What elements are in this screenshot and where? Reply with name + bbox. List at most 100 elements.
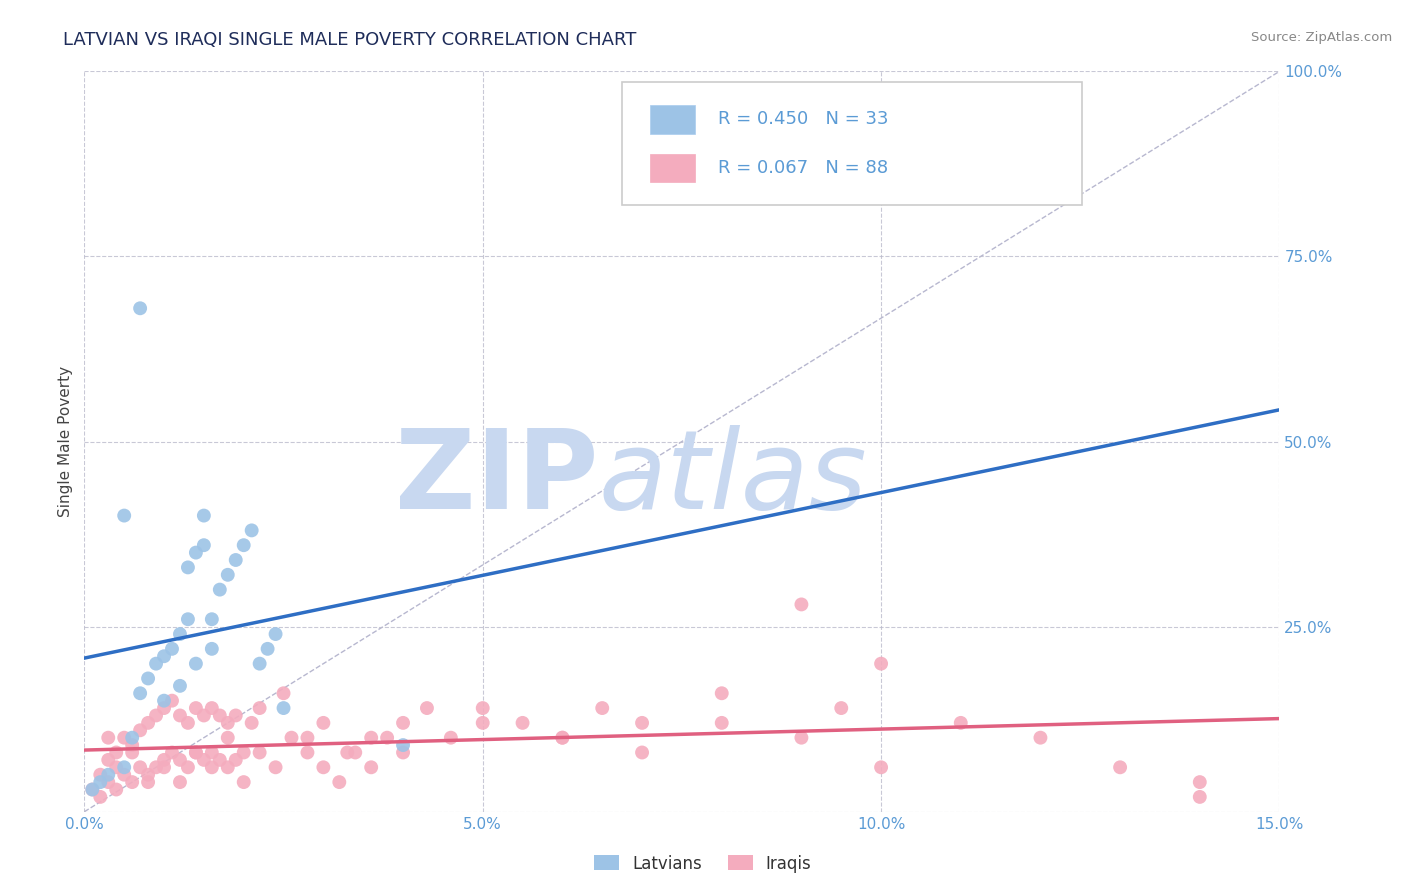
Point bbox=[280, 731, 302, 745]
Point bbox=[201, 746, 224, 760]
Point bbox=[1029, 731, 1052, 745]
Text: LATVIAN VS IRAQI SINGLE MALE POVERTY CORRELATION CHART: LATVIAN VS IRAQI SINGLE MALE POVERTY COR… bbox=[63, 31, 637, 49]
Point bbox=[551, 731, 574, 745]
Point bbox=[129, 723, 152, 738]
Y-axis label: Single Male Poverty: Single Male Poverty bbox=[58, 366, 73, 517]
Point bbox=[121, 775, 143, 789]
Point bbox=[201, 760, 224, 774]
Legend: Latvians, Iraqis: Latvians, Iraqis bbox=[588, 848, 818, 880]
Point bbox=[105, 760, 128, 774]
Point bbox=[1109, 760, 1132, 774]
Point bbox=[949, 715, 972, 730]
FancyBboxPatch shape bbox=[650, 153, 695, 182]
Point bbox=[217, 715, 239, 730]
Point bbox=[249, 701, 271, 715]
Point bbox=[328, 775, 350, 789]
Point bbox=[240, 715, 263, 730]
Point bbox=[193, 508, 215, 523]
Point bbox=[129, 760, 152, 774]
FancyBboxPatch shape bbox=[623, 82, 1083, 204]
Point bbox=[471, 701, 494, 715]
Point bbox=[184, 746, 207, 760]
Point bbox=[153, 760, 176, 774]
Point bbox=[82, 782, 104, 797]
Point bbox=[392, 738, 415, 752]
Point bbox=[177, 760, 200, 774]
Point bbox=[193, 538, 215, 552]
Point bbox=[193, 708, 215, 723]
Point bbox=[89, 767, 111, 781]
Point bbox=[360, 731, 382, 745]
Point bbox=[153, 649, 176, 664]
Point bbox=[201, 612, 224, 626]
Point bbox=[416, 701, 439, 715]
Point bbox=[208, 708, 231, 723]
Point bbox=[631, 715, 654, 730]
Point bbox=[249, 657, 271, 671]
Point bbox=[297, 731, 319, 745]
Point bbox=[312, 715, 335, 730]
Point bbox=[225, 708, 247, 723]
Point bbox=[201, 701, 224, 715]
Point bbox=[208, 753, 231, 767]
Point bbox=[89, 775, 111, 789]
Point bbox=[790, 598, 813, 612]
Text: Source: ZipAtlas.com: Source: ZipAtlas.com bbox=[1251, 31, 1392, 45]
Text: atlas: atlas bbox=[599, 425, 868, 532]
Point bbox=[870, 657, 893, 671]
Point bbox=[336, 746, 359, 760]
Point bbox=[184, 546, 207, 560]
Point bbox=[1188, 775, 1211, 789]
Point bbox=[145, 657, 167, 671]
Point bbox=[121, 738, 143, 752]
Point bbox=[264, 627, 287, 641]
Point bbox=[82, 782, 104, 797]
Point bbox=[105, 782, 128, 797]
Point bbox=[360, 760, 382, 774]
Point bbox=[440, 731, 463, 745]
Text: R = 0.067   N = 88: R = 0.067 N = 88 bbox=[718, 159, 887, 177]
Point bbox=[121, 731, 143, 745]
Point bbox=[184, 657, 207, 671]
Point bbox=[136, 672, 159, 686]
Point bbox=[112, 731, 135, 745]
FancyBboxPatch shape bbox=[650, 105, 695, 134]
Text: ZIP: ZIP bbox=[395, 425, 599, 532]
Point bbox=[249, 746, 271, 760]
Point bbox=[471, 715, 494, 730]
Point bbox=[392, 715, 415, 730]
Point bbox=[512, 715, 534, 730]
Point bbox=[177, 715, 200, 730]
Point bbox=[193, 753, 215, 767]
Point bbox=[112, 508, 135, 523]
Point bbox=[177, 612, 200, 626]
Point bbox=[184, 701, 207, 715]
Point bbox=[153, 701, 176, 715]
Point bbox=[232, 746, 254, 760]
Point bbox=[710, 715, 733, 730]
Point bbox=[392, 746, 415, 760]
Point bbox=[169, 753, 191, 767]
Point bbox=[1188, 789, 1211, 804]
Point bbox=[232, 538, 254, 552]
Point bbox=[136, 767, 159, 781]
Point bbox=[160, 694, 183, 708]
Point bbox=[169, 679, 191, 693]
Point bbox=[225, 753, 247, 767]
Point bbox=[240, 524, 263, 538]
Point bbox=[112, 760, 135, 774]
Point bbox=[169, 708, 191, 723]
Point bbox=[121, 746, 143, 760]
Point bbox=[264, 760, 287, 774]
Point bbox=[217, 567, 239, 582]
Point bbox=[870, 760, 893, 774]
Point bbox=[201, 641, 224, 656]
Point bbox=[344, 746, 367, 760]
Point bbox=[591, 701, 613, 715]
Point bbox=[225, 553, 247, 567]
Point bbox=[273, 686, 295, 700]
Point bbox=[136, 775, 159, 789]
Point bbox=[710, 686, 733, 700]
Point bbox=[112, 767, 135, 781]
Text: R = 0.450   N = 33: R = 0.450 N = 33 bbox=[718, 111, 889, 128]
